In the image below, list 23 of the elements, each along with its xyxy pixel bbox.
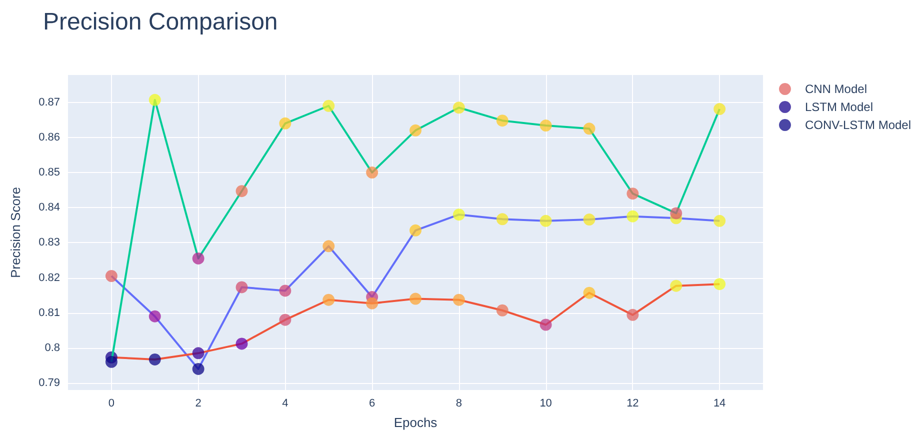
x-tick-label: 0 (108, 398, 114, 410)
x-tick-label: 12 (626, 398, 639, 410)
y-tick-label: 0.85 (38, 166, 60, 179)
y-tick-label: 0.86 (38, 131, 60, 144)
y-tick-label: 0.87 (38, 96, 60, 108)
x-tick-label: 4 (282, 398, 288, 410)
x-axis-title: Epochs (394, 415, 438, 430)
legend-label: LSTM Model (804, 100, 874, 114)
y-tick-label: 0.8 (44, 342, 60, 354)
x-tick-label: 14 (713, 398, 726, 410)
chart-title: Precision Comparison (43, 8, 278, 36)
y-tick-label: 0.83 (38, 236, 60, 249)
x-tick-label: 6 (369, 398, 376, 410)
legend-label: CNN Model (804, 82, 867, 96)
x-tick-label: 10 (540, 398, 552, 410)
y-tick-label: 0.84 (38, 202, 60, 214)
y-tick-label: 0.82 (38, 272, 60, 284)
legend-label: CONV-LSTM Model (804, 118, 912, 132)
y-axis-title: Precision Score (8, 186, 23, 278)
x-tick-label: 2 (195, 398, 202, 410)
x-tick-label: 8 (456, 398, 462, 410)
y-tick-label: 0.81 (38, 306, 60, 319)
y-tick-label: 0.79 (38, 376, 60, 389)
